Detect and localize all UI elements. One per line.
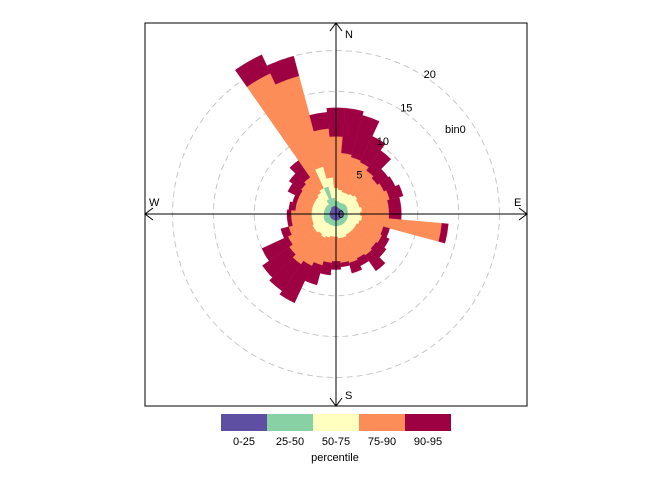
sector-bar-p95: [234, 54, 271, 87]
north-arrowhead: [329, 22, 343, 32]
compass-north-label: N: [345, 29, 353, 41]
legend-swatch: [267, 414, 313, 431]
sector-bar-p95: [386, 184, 404, 200]
sector-bar-p95: [309, 112, 329, 132]
variable-label: bin0: [445, 124, 466, 136]
ring-tick-label: 15: [400, 103, 412, 115]
sector-bar-p95: [279, 260, 313, 304]
sector-bar-p95: [266, 55, 300, 85]
ring-labels: 5 10 15 20 0: [338, 69, 436, 221]
sector-bar-p95: [280, 226, 292, 239]
south-arrowhead: [329, 397, 343, 407]
east-arrowhead: [518, 207, 528, 221]
legend-entry-label: 25-50: [276, 436, 304, 448]
west-arrowhead: [144, 207, 154, 221]
legend-swatch: [313, 414, 359, 431]
sector-bar-p95: [364, 249, 386, 272]
sector-bar-p95: [261, 236, 293, 262]
compass-west-label: W: [149, 197, 160, 209]
sector-bar-p95: [438, 223, 449, 244]
compass-south-label: S: [345, 390, 352, 402]
legend: 0-25 25-50 50-75 75-90 90-95: [221, 414, 451, 448]
legend-title: percentile: [311, 452, 359, 464]
sector-bar-p95: [351, 115, 380, 161]
ring-tick-label: 5: [356, 170, 362, 182]
legend-entry-label: 75-90: [368, 436, 396, 448]
legend-entry-label: 0-25: [233, 436, 255, 448]
sector-bar-p95: [262, 246, 296, 278]
sector-bar-p95: [269, 257, 302, 292]
legend-entry-label: 90-95: [414, 436, 442, 448]
sector-bar-p95: [359, 136, 386, 168]
legend-swatch: [221, 414, 267, 431]
legend-swatch: [359, 414, 405, 431]
sector-bar-p95: [366, 150, 392, 177]
sector-bar-p95: [341, 107, 364, 155]
legend-swatch: [405, 414, 451, 431]
compass-east-label: E: [514, 197, 521, 209]
compass-axes: [144, 22, 528, 407]
sector-bar-p95: [288, 201, 297, 211]
sector-bars: [234, 54, 449, 304]
ring-zero-label: 0: [338, 209, 344, 221]
sector-bar-p95: [348, 259, 363, 274]
ring-tick-label: 20: [424, 69, 436, 81]
legend-entry-label: 50-75: [322, 436, 350, 448]
ring-tick-label: 10: [377, 136, 389, 148]
